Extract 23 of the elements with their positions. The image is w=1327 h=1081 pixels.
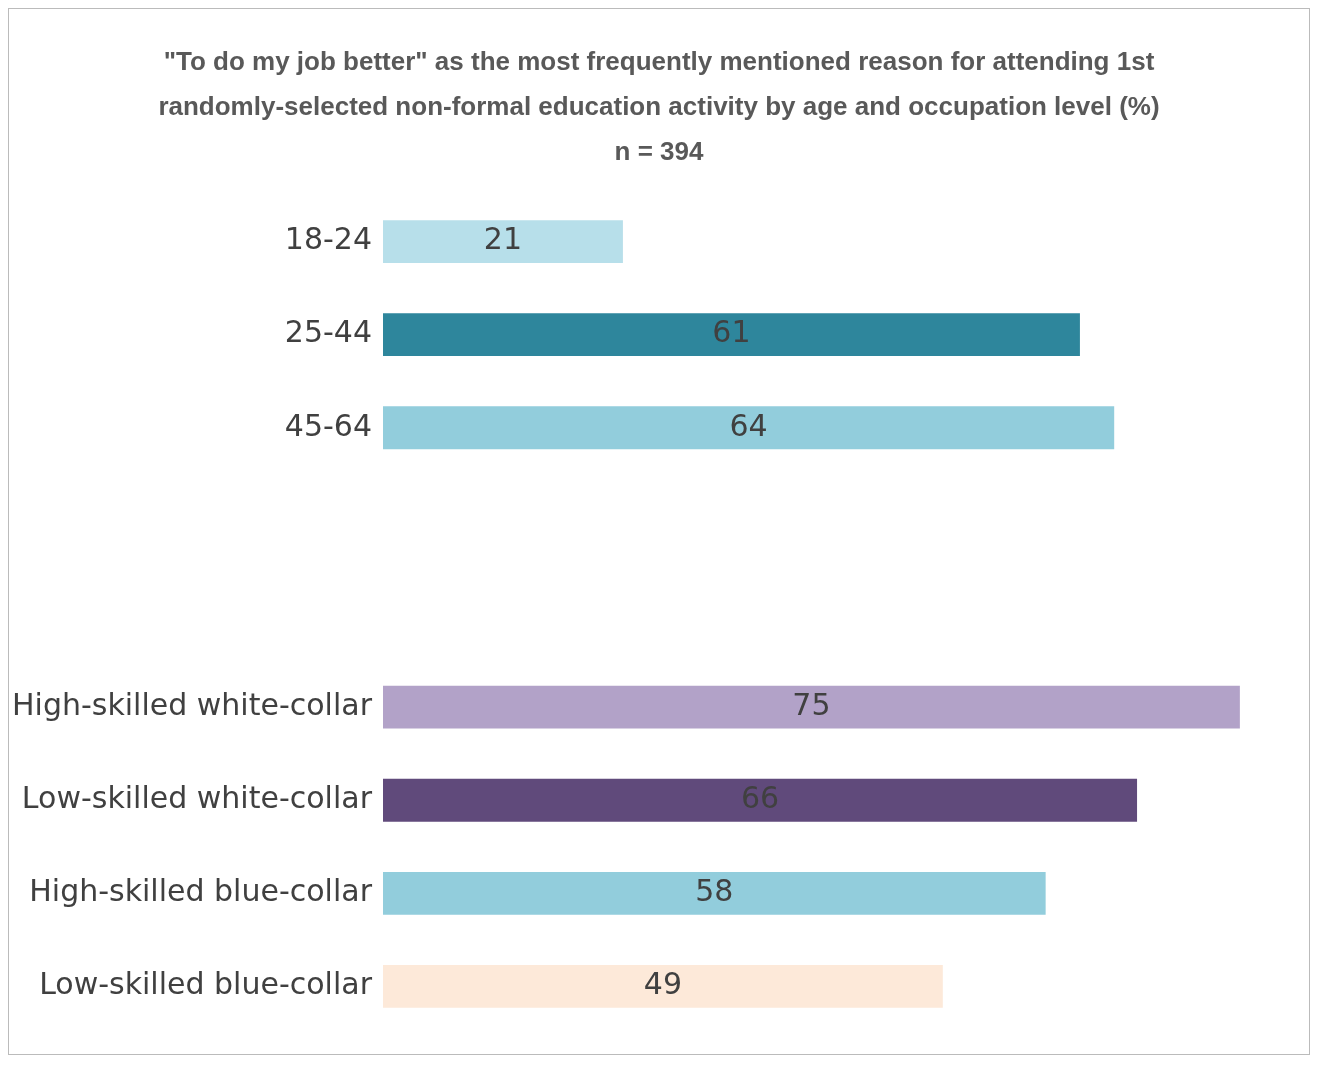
y-tick-label: Low-skilled blue-collar	[39, 966, 373, 1002]
bar	[382, 220, 623, 263]
y-tick-label: 45-64	[284, 407, 372, 443]
data-label: 58	[695, 873, 734, 909]
y-tick-label: High-skilled white-collar	[11, 686, 373, 722]
bar	[382, 965, 943, 1008]
data-label: 61	[712, 314, 751, 350]
bar	[382, 406, 1115, 450]
data-label: 64	[729, 407, 768, 443]
bar	[382, 778, 1138, 822]
data-label: 66	[740, 780, 780, 816]
chart-title: "To do my job better" as the most frequently mentioned reason for attending 1st randomly-selected non-formal education activity by age and occupation level (%)	[157, 45, 1161, 123]
bar	[382, 313, 1080, 357]
data-label: 49	[643, 966, 682, 1002]
bar	[382, 871, 1046, 915]
y-tick-label: 18-24	[284, 221, 372, 257]
chart-subtitle: n = 394	[613, 135, 705, 168]
y-tick-label: 25-44	[284, 314, 372, 350]
data-label: 21	[483, 221, 523, 257]
bar	[382, 685, 1240, 729]
y-tick-label: Low-skilled white-collar	[21, 780, 373, 816]
data-label: 75	[792, 686, 831, 722]
y-tick-label: High-skilled blue-collar	[29, 873, 373, 909]
